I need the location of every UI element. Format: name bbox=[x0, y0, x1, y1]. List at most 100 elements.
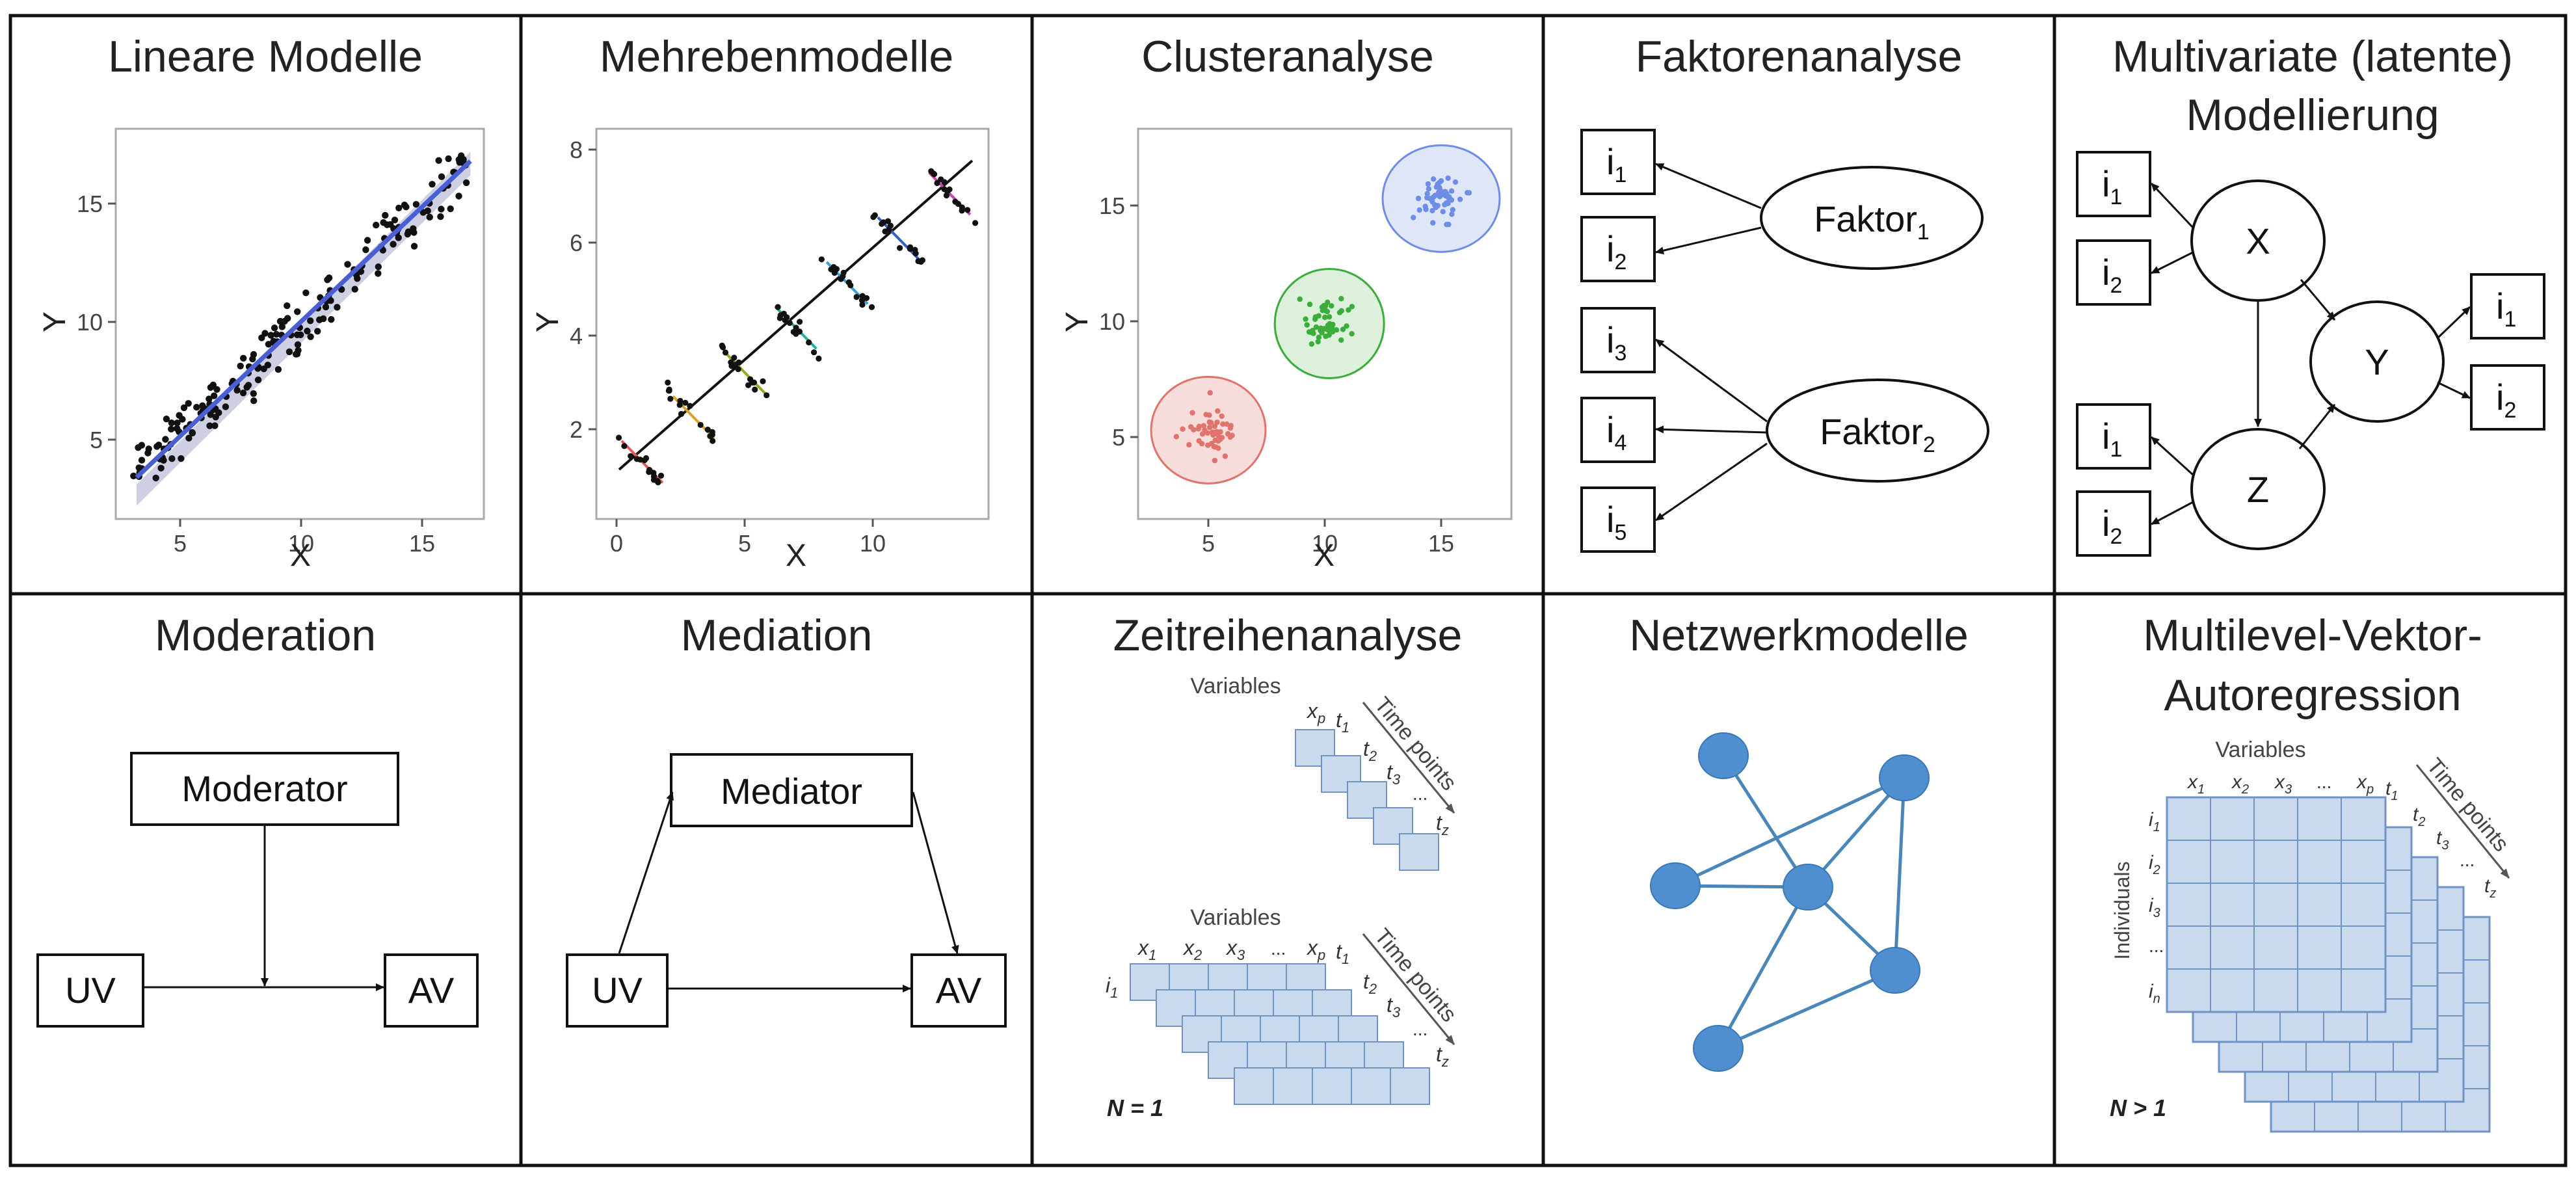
data-point bbox=[185, 434, 193, 442]
panel-netzwerkmodelle: Netzwerkmodelle bbox=[1629, 611, 1969, 1072]
matrix-layer bbox=[2166, 796, 2387, 1013]
data-point bbox=[211, 392, 218, 399]
data-point bbox=[250, 390, 257, 397]
variables-label: Variables bbox=[1190, 674, 1281, 698]
data-point bbox=[1338, 296, 1344, 302]
svg-text:Z: Z bbox=[2247, 469, 2269, 510]
data-point bbox=[1216, 434, 1222, 440]
item-box: i5 bbox=[1580, 486, 1656, 553]
data-point bbox=[314, 328, 321, 335]
data-point bbox=[628, 453, 634, 459]
data-point bbox=[731, 354, 737, 361]
latent-node-z: Z bbox=[2190, 428, 2326, 550]
network-node bbox=[1650, 862, 1701, 909]
data-point bbox=[677, 397, 684, 405]
network-node bbox=[1693, 1025, 1744, 1072]
data-point bbox=[362, 246, 369, 254]
svg-text:tz: tz bbox=[1436, 811, 1449, 838]
data-point bbox=[697, 421, 704, 429]
data-point bbox=[797, 319, 803, 325]
data-point bbox=[665, 379, 671, 386]
x-tick-label: 10 bbox=[288, 530, 314, 557]
mediation-arrows bbox=[618, 791, 959, 992]
path-arrows bbox=[2150, 182, 2471, 525]
item-box: i1 bbox=[2076, 403, 2151, 470]
data-point bbox=[168, 425, 175, 432]
data-point bbox=[1315, 339, 1321, 345]
data-point bbox=[907, 244, 914, 250]
svg-text:UV: UV bbox=[65, 970, 116, 1011]
data-point bbox=[1206, 419, 1213, 425]
panel-title: Clusteranalyse bbox=[1141, 32, 1434, 81]
svg-text:t3: t3 bbox=[2436, 827, 2449, 853]
svg-text:i2: i2 bbox=[2496, 377, 2516, 423]
data-point bbox=[1189, 410, 1195, 416]
data-point bbox=[455, 193, 462, 200]
data-point bbox=[1340, 326, 1346, 332]
data-point bbox=[410, 225, 417, 232]
data-point bbox=[1442, 189, 1448, 194]
data-point bbox=[271, 325, 278, 332]
data-point bbox=[1329, 303, 1334, 309]
x-tick-label: 15 bbox=[409, 530, 435, 557]
data-point bbox=[1214, 419, 1220, 425]
data-point bbox=[1423, 206, 1429, 213]
data-point bbox=[274, 366, 282, 373]
data-point bbox=[180, 404, 188, 412]
latent-node-x: X bbox=[2190, 179, 2326, 302]
svg-text:t2: t2 bbox=[1363, 970, 1377, 997]
data-point bbox=[915, 258, 922, 265]
data-point bbox=[144, 449, 152, 457]
panel-title-line2: Modellierung bbox=[2186, 90, 2439, 140]
x-tick-label: 15 bbox=[1428, 530, 1454, 557]
data-point bbox=[249, 355, 256, 363]
data-point bbox=[928, 168, 935, 174]
time-points-label: Time points bbox=[1370, 693, 1461, 795]
item-box: i1 bbox=[1580, 129, 1656, 195]
data-point bbox=[1440, 209, 1446, 215]
panel-title: Multilevel-Vektor- bbox=[2143, 611, 2482, 660]
data-point bbox=[1215, 408, 1221, 414]
data-point bbox=[847, 282, 854, 289]
x-tick-label: 10 bbox=[860, 530, 886, 557]
data-point bbox=[745, 382, 752, 388]
data-point bbox=[395, 204, 403, 211]
data-point bbox=[213, 386, 220, 393]
data-point bbox=[265, 341, 272, 348]
data-point bbox=[276, 317, 284, 325]
panel-title: Faktorenanalyse bbox=[1636, 32, 1963, 81]
svg-text:i2: i2 bbox=[2102, 252, 2122, 298]
individuals-label: Individuals bbox=[2110, 861, 2134, 959]
data-point bbox=[429, 181, 436, 188]
svg-text:Mediator: Mediator bbox=[721, 771, 862, 812]
data-point bbox=[1349, 304, 1355, 310]
data-point bbox=[1447, 196, 1453, 203]
data-point bbox=[775, 304, 781, 310]
panel-title: Mehrebenmodelle bbox=[600, 32, 953, 81]
svg-text:x2: x2 bbox=[2231, 771, 2249, 797]
panel-title: Moderation bbox=[155, 611, 376, 660]
panel-title: Mediation bbox=[681, 611, 873, 660]
cluster-ellipse bbox=[1150, 375, 1267, 485]
panel-zeitreihenanalyse: Zeitreihenanalyse Variables Variables xp… bbox=[1106, 611, 1462, 1121]
y-tick-label: 2 bbox=[570, 416, 583, 443]
single-variable-stack bbox=[1295, 729, 1439, 871]
network-edge bbox=[1721, 754, 1810, 888]
svg-text:x2: x2 bbox=[1182, 936, 1202, 963]
data-point bbox=[1452, 179, 1459, 185]
data-point bbox=[316, 316, 323, 323]
regression-line bbox=[135, 159, 472, 479]
panel-title: Zeitreihenanalyse bbox=[1113, 611, 1463, 660]
data-point bbox=[1297, 296, 1303, 302]
y-tick-label: 6 bbox=[570, 230, 583, 256]
data-point bbox=[1445, 175, 1451, 181]
data-point bbox=[667, 395, 674, 402]
overall-regression-line bbox=[618, 159, 974, 471]
svg-text:i1: i1 bbox=[2149, 809, 2160, 834]
data-point bbox=[887, 222, 894, 229]
data-point bbox=[806, 339, 812, 346]
clusters bbox=[1150, 144, 1501, 485]
data-point bbox=[1346, 307, 1351, 313]
y-tick-label: 10 bbox=[77, 309, 103, 336]
data-cell bbox=[1351, 1067, 1391, 1105]
